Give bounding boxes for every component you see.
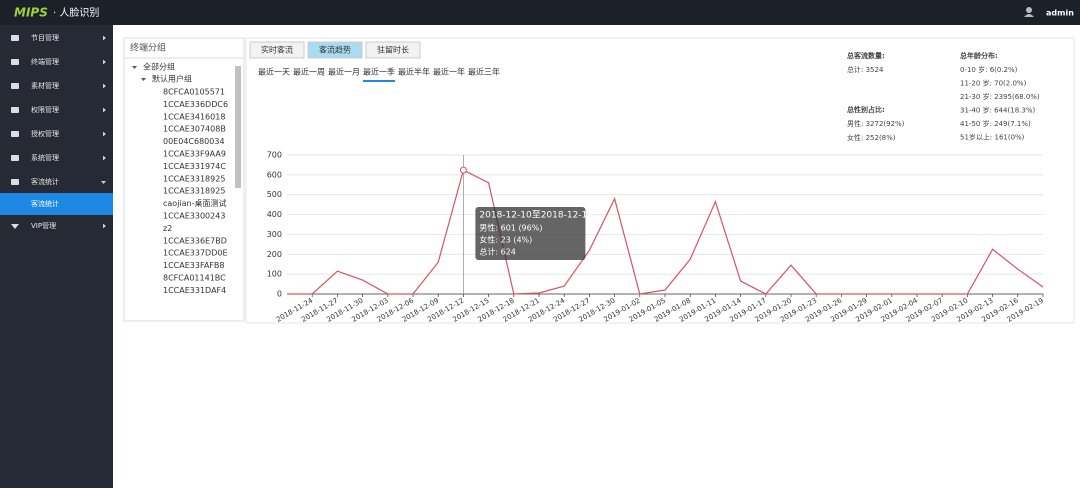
menu-item[interactable]: 授权管理 xyxy=(31,129,59,138)
tooltip-line: 女性: 23 (4%) xyxy=(479,235,532,245)
range-tab[interactable]: 最近一周 xyxy=(293,67,325,77)
stat-text: 21-30 岁: 2395(68.0%) xyxy=(960,92,1040,101)
stat-text: 女性: 252(8%) xyxy=(847,133,896,142)
tab[interactable] xyxy=(365,41,421,59)
menu-arrow xyxy=(103,83,106,89)
tab-label[interactable]: 驻留时长 xyxy=(377,45,409,55)
tree-toggle[interactable] xyxy=(132,66,137,69)
device-item[interactable]: 1CCAE33F9AA9 xyxy=(163,150,226,159)
stat-text: 总计: 3524 xyxy=(847,65,884,74)
stat-text: 总客流数量: xyxy=(847,51,885,60)
tab[interactable] xyxy=(307,41,363,59)
device-item[interactable]: 1CCAE336DDC6 xyxy=(163,100,228,109)
range-tab[interactable]: 最近半年 xyxy=(398,67,430,77)
menu-item[interactable]: 权限管理 xyxy=(31,105,59,114)
stat-text: 51岁以上: 161(0%) xyxy=(960,133,1025,142)
menu-arrow xyxy=(101,181,106,184)
submenu-active xyxy=(0,193,113,215)
stat-text: 总性别占比: xyxy=(847,105,885,114)
stat-text: 41-50 岁: 249(7.1%) xyxy=(960,119,1031,128)
range-tab[interactable]: 最近三年 xyxy=(468,67,500,77)
device-item[interactable]: 1CCAE331974C xyxy=(163,162,226,171)
device-item[interactable]: caojian-桌面测试 xyxy=(163,198,227,208)
menu-arrow xyxy=(103,107,106,113)
stat-text: 11-20 岁: 70(2.0%) xyxy=(960,79,1027,88)
device-item[interactable]: z2 xyxy=(163,224,172,233)
device-item[interactable]: 1CCAE3318925 xyxy=(163,187,225,196)
range-tab[interactable]: 最近一天 xyxy=(258,67,290,77)
scrollbar[interactable] xyxy=(235,66,241,188)
menu-item[interactable]: 系统管理 xyxy=(31,153,59,162)
menu-arrow xyxy=(103,35,106,41)
menu-item[interactable]: 客流统计 xyxy=(31,177,59,186)
menu-icon xyxy=(11,155,19,161)
top-bar xyxy=(0,0,1080,25)
user-name[interactable]: admin xyxy=(1046,9,1074,18)
y-tick-label: 700 xyxy=(267,151,282,160)
tab[interactable] xyxy=(249,41,305,59)
device-item[interactable]: 1CCAE331DAF4 xyxy=(163,286,226,295)
highlight-point xyxy=(459,166,467,174)
device-item[interactable]: 1CCAE336E7BD xyxy=(163,236,227,245)
tree-root[interactable]: 全部分组 xyxy=(143,62,175,72)
y-tick-label: 100 xyxy=(267,270,282,279)
panel-title: 终端分组 xyxy=(130,42,166,54)
y-tick-label: 200 xyxy=(267,250,282,259)
device-item[interactable]: 8CFCA01141BC xyxy=(163,274,226,283)
menu-icon xyxy=(11,131,19,137)
menu-arrow xyxy=(103,59,106,65)
stat-text: 0-10 岁: 6(0.2%) xyxy=(960,65,1018,74)
user-icon xyxy=(1024,14,1034,17)
device-item[interactable]: 1CCAE307408B xyxy=(163,125,226,134)
tooltip-line: 总计: 624 xyxy=(479,247,516,257)
range-tab[interactable]: 最近一年 xyxy=(433,67,465,77)
tooltip-line: 男性: 601 (96%) xyxy=(479,223,542,233)
menu-icon xyxy=(11,59,19,65)
device-item[interactable]: 1CCAE3416018 xyxy=(163,112,225,121)
device-item[interactable]: 00E04C680034 xyxy=(163,137,225,146)
device-item[interactable]: 1CCAE3318925 xyxy=(163,174,225,183)
device-panel xyxy=(123,37,245,322)
sidebar xyxy=(0,25,113,488)
tooltip-title: 2018-12-10至2018-12-12 xyxy=(479,210,593,221)
logo-subtitle: · 人脸识别 xyxy=(53,6,99,19)
range-tab[interactable]: 最近一月 xyxy=(328,67,360,77)
submenu-item[interactable]: 客流统计 xyxy=(31,199,59,208)
y-tick-label: 400 xyxy=(267,210,282,219)
tab-label[interactable]: 客流趋势 xyxy=(319,45,351,55)
menu-item[interactable]: VIP管理 xyxy=(31,221,56,230)
stat-text: 总年龄分布: xyxy=(960,51,998,60)
y-tick-label: 300 xyxy=(267,230,282,239)
tree-toggle[interactable] xyxy=(141,78,146,81)
menu-icon xyxy=(11,107,19,113)
user-icon xyxy=(1026,7,1032,13)
stat-text: 男性: 3272(92%) xyxy=(847,119,905,128)
device-item[interactable]: 1CCAE33FAFB8 xyxy=(163,261,225,270)
menu-arrow xyxy=(103,131,106,137)
menu-icon xyxy=(11,224,19,229)
tree-group[interactable]: 默认用户组 xyxy=(152,74,192,84)
menu-item[interactable]: 素材管理 xyxy=(31,81,59,90)
menu-icon xyxy=(11,35,19,41)
y-tick-label: 0 xyxy=(277,290,282,299)
menu-item[interactable]: 终端管理 xyxy=(31,57,59,66)
menu-arrow xyxy=(103,155,106,161)
logo: MIPS xyxy=(14,6,48,20)
trend-panel xyxy=(245,37,1075,324)
series-line xyxy=(287,169,1044,295)
tab-label[interactable]: 实时客流 xyxy=(261,45,293,55)
menu-icon xyxy=(11,179,19,185)
menu-item[interactable]: 节目管理 xyxy=(31,33,59,42)
stat-text: 31-40 岁: 644(18.3%) xyxy=(960,106,1035,115)
device-item[interactable]: 1CCAE337DD0E xyxy=(163,249,228,258)
device-item[interactable]: 1CCAE3300243 xyxy=(163,212,225,221)
menu-arrow xyxy=(103,223,106,229)
y-tick-label: 600 xyxy=(267,170,282,179)
y-tick-label: 500 xyxy=(267,190,282,199)
menu-icon xyxy=(11,83,19,89)
tooltip xyxy=(475,207,586,260)
device-item[interactable]: 8CFCA0105571 xyxy=(163,88,225,97)
range-tab[interactable]: 最近一季 xyxy=(363,67,395,77)
